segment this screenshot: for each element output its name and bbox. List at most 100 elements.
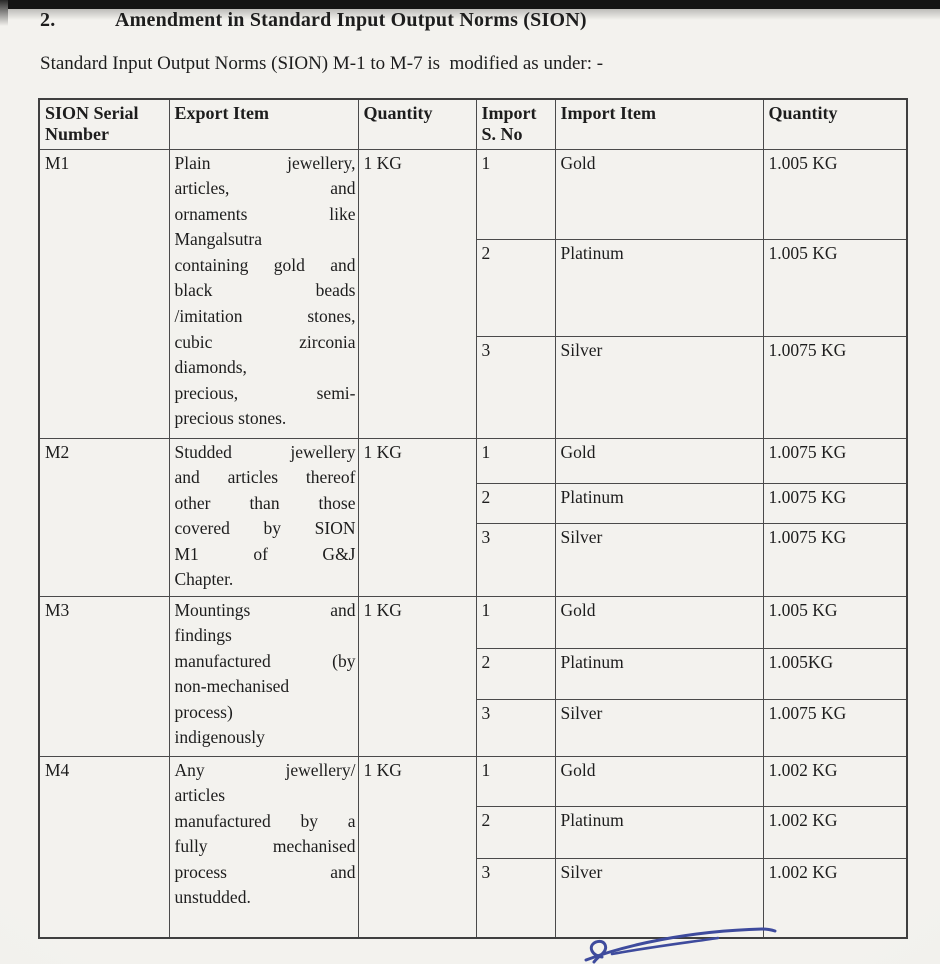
import-item-cell: Gold (554, 437, 764, 484)
import-quantity-cell: 1.0075 KG (762, 522, 908, 597)
export-item-line: ornaments like (174, 203, 356, 224)
signature-loop (589, 939, 608, 964)
column-header-import-sno: Import S. No (475, 98, 556, 150)
export-item-line: Any jewellery/ (174, 759, 356, 780)
import-quantity-cell: 1.005 KG (762, 238, 908, 337)
export-item-line: Studded jewellery (174, 441, 356, 462)
export-item-cell: Any jewellery/articles manufactured by a f… (168, 755, 359, 939)
export-item-line: black beads (174, 280, 356, 301)
export-item-line: indigenously (174, 727, 265, 748)
import-sno-cell: 3 (475, 857, 556, 939)
export-item-line: process) (174, 701, 233, 722)
sion-row-group-start: M4 Any jewellery/articles manufactured by … (38, 755, 908, 939)
import-sno-cell: 3 (475, 522, 556, 597)
export-quantity-cell: 1 KG (357, 595, 477, 757)
sion-table-body: M1 Plain jewellery, articles, and ornaments… (38, 148, 908, 939)
export-item-line: precious, semi- (174, 382, 356, 403)
sion-serial-cell: M4 (38, 755, 170, 939)
sion-row-group-start: M3 Mountings and findings manufactured (by n… (38, 595, 908, 757)
scan-artifact-top-fade (8, 9, 940, 20)
import-sno-cell: 2 (475, 647, 556, 700)
column-header-sion-serial: SION Serial Number (38, 98, 170, 150)
intro-text: Standard Input Output Norms (SION) M-1 t… (40, 53, 604, 74)
sion-serial-cell: M2 (38, 437, 170, 597)
import-item-cell: Platinum (554, 238, 764, 337)
import-item-cell: Gold (554, 148, 764, 240)
import-row: 3 Silver 1.0075 KG (39, 522, 908, 597)
export-item-line: diamonds, (174, 357, 247, 378)
import-item-cell: Silver (554, 698, 764, 757)
import-row: 2 Platinum 1.005KG (39, 647, 908, 700)
import-quantity-cell: 1.0075 KG (762, 437, 908, 484)
export-item-line: articles, and (174, 178, 356, 199)
export-item-line: cubic zirconia (174, 331, 356, 352)
import-quantity-cell: 1.0075 KG (762, 335, 908, 439)
export-item-line: Plain jewellery, (174, 152, 356, 173)
scan-artifact-top-bar (8, 0, 940, 9)
sion-table: SION Serial Number Export Item Quantity … (38, 98, 908, 939)
page-title: Amendment in Standard Input Output Norms… (115, 9, 587, 31)
export-item-line: other than those (174, 492, 356, 513)
column-header-export-quantity: Quantity (357, 98, 477, 150)
export-item-line: covered by SION (174, 518, 356, 539)
export-item-line: non-mechanised (174, 676, 290, 697)
column-header-import-item: Import Item (554, 98, 764, 150)
export-item-line: process and (174, 861, 356, 882)
export-item-line: /imitation stones, (174, 306, 356, 327)
signature-short-stroke (610, 936, 720, 956)
import-quantity-cell: 1.002 KG (762, 755, 908, 807)
import-item-cell: Platinum (554, 805, 764, 859)
import-row: 3 Silver 1.0075 KG (39, 335, 908, 439)
import-item-cell: Silver (554, 522, 764, 597)
import-item-cell: Silver (554, 335, 764, 439)
export-item-cell: Studded jewellery and articles thereof oth… (168, 437, 359, 597)
import-row: 2 Platinum 1.0075 KG (39, 482, 908, 524)
column-header-export-item: Export Item (168, 98, 359, 150)
sion-row-group-start: M1 Plain jewellery, articles, and ornaments… (38, 148, 908, 439)
import-quantity-cell: 1.002 KG (762, 857, 908, 939)
export-quantity-cell: 1 KG (357, 148, 477, 439)
import-sno-cell: 1 (475, 755, 556, 807)
import-quantity-cell: 1.0075 KG (762, 698, 908, 757)
export-item-line: Mangalsutra (174, 229, 262, 250)
section-number: 2. (40, 9, 56, 31)
import-row: 2 Platinum 1.002 KG (39, 805, 908, 859)
signature-long-stroke (584, 927, 777, 962)
import-quantity-cell: 1.005 KG (762, 595, 908, 649)
import-row: 3 Silver 1.0075 KG (39, 698, 908, 757)
header-row: SION Serial Number Export Item Quantity … (38, 98, 908, 150)
sion-serial-cell: M3 (38, 595, 170, 757)
import-quantity-cell: 1.005 KG (762, 148, 908, 240)
import-row: 3 Silver 1.002 KG (39, 857, 908, 939)
import-quantity-cell: 1.005KG (762, 647, 908, 700)
import-quantity-cell: 1.0075 KG (762, 482, 908, 524)
signature-mark (584, 927, 777, 964)
export-item-line: and articles thereof (174, 467, 356, 488)
export-item-line: M1 of G&J (174, 543, 356, 564)
import-sno-cell: 1 (475, 437, 556, 484)
import-item-cell: Gold (554, 755, 764, 807)
import-item-cell: Silver (554, 857, 764, 939)
export-item-line: unstudded. (174, 887, 251, 908)
export-item-line: articles (174, 785, 226, 806)
export-item-line: containing gold and (174, 254, 356, 275)
export-quantity-cell: 1 KG (357, 437, 477, 597)
import-item-cell: Platinum (554, 647, 764, 700)
export-item-cell: Mountings and findings manufactured (by non… (168, 595, 359, 757)
import-sno-cell: 1 (475, 148, 556, 240)
import-item-cell: Platinum (554, 482, 764, 524)
export-item-line: findings (174, 625, 232, 646)
sion-serial-cell: M1 (38, 148, 170, 439)
import-sno-cell: 3 (475, 335, 556, 439)
export-item-cell: Plain jewellery, articles, and ornaments l… (168, 148, 359, 439)
section-heading: 2. Amendment in Standard Input Output No… (40, 9, 587, 32)
export-item-line: Chapter. (174, 569, 234, 590)
sion-row-group-start: M2 Studded jewellery and articles thereof o… (38, 437, 908, 597)
export-item-line: Mountings and (174, 599, 356, 620)
column-header-import-quantity: Quantity (762, 98, 908, 150)
import-sno-cell: 2 (475, 482, 556, 524)
export-item-line: fully mechanised (174, 836, 356, 857)
export-quantity-cell: 1 KG (357, 755, 477, 939)
import-sno-cell: 3 (475, 698, 556, 757)
